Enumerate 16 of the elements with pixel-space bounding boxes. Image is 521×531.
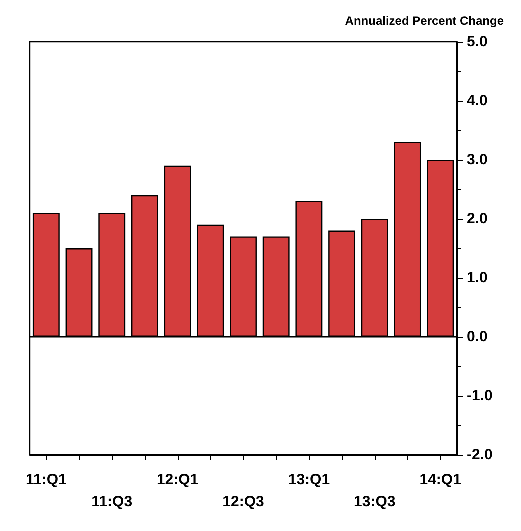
y-tick-label: -1.0	[467, 388, 493, 404]
y-tick-label: 5.0	[467, 34, 488, 50]
y-tick-label: 3.0	[467, 152, 488, 168]
x-tick-label: 14:Q1	[420, 472, 462, 488]
y-tick-label: -2.0	[467, 446, 493, 464]
x-tick-label: 12:Q3	[222, 494, 264, 510]
x-tick-label: 13:Q3	[354, 494, 396, 510]
x-tick-label: 12:Q1	[156, 472, 199, 488]
y-tick-label: 0.0	[467, 328, 488, 346]
x-tick-label: 11:Q1	[26, 472, 67, 488]
y-tick-label: 2.0	[467, 210, 488, 228]
y-axis-title: Annualized Percent Change	[345, 14, 504, 28]
y-tick-label: 1.0	[467, 270, 488, 286]
x-tick-label: 11:Q3	[92, 494, 133, 510]
y-tick-label: 4.0	[467, 92, 488, 110]
x-tick-label: 13:Q1	[288, 472, 330, 488]
